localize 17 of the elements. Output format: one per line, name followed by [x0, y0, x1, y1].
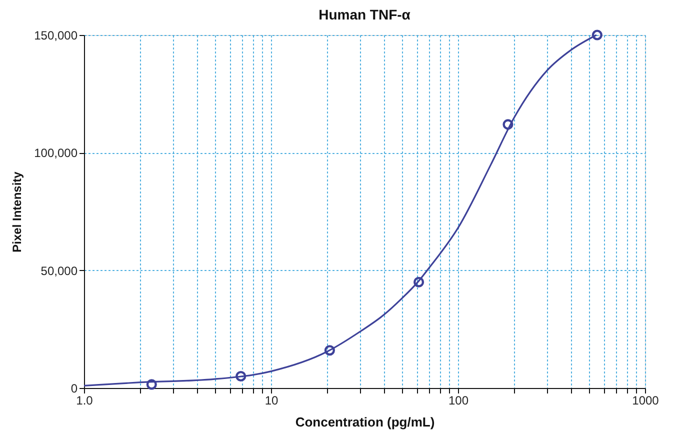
- point: [146, 379, 157, 390]
- x-tick-label: 1000: [632, 394, 660, 408]
- point: [324, 345, 335, 356]
- x-axis-title: Concentration (pg/mL): [295, 414, 435, 430]
- point: [502, 119, 514, 130]
- x-tick-label: 100: [448, 394, 469, 408]
- x-tick-label: 10: [264, 394, 278, 408]
- x-tick-label: 1.0: [76, 394, 94, 408]
- y-tick-label: 100,000: [34, 146, 78, 160]
- point: [414, 276, 424, 288]
- y-tick-label: 150,000: [34, 28, 78, 42]
- y-tick-label: 0: [70, 382, 78, 396]
- point: [236, 370, 246, 382]
- chart-title: Human TNF-α: [318, 6, 411, 22]
- y-tick-label: 50,000: [40, 264, 78, 278]
- point: [592, 30, 602, 40]
- y-axis-title: Pixel Intensity: [10, 171, 24, 252]
